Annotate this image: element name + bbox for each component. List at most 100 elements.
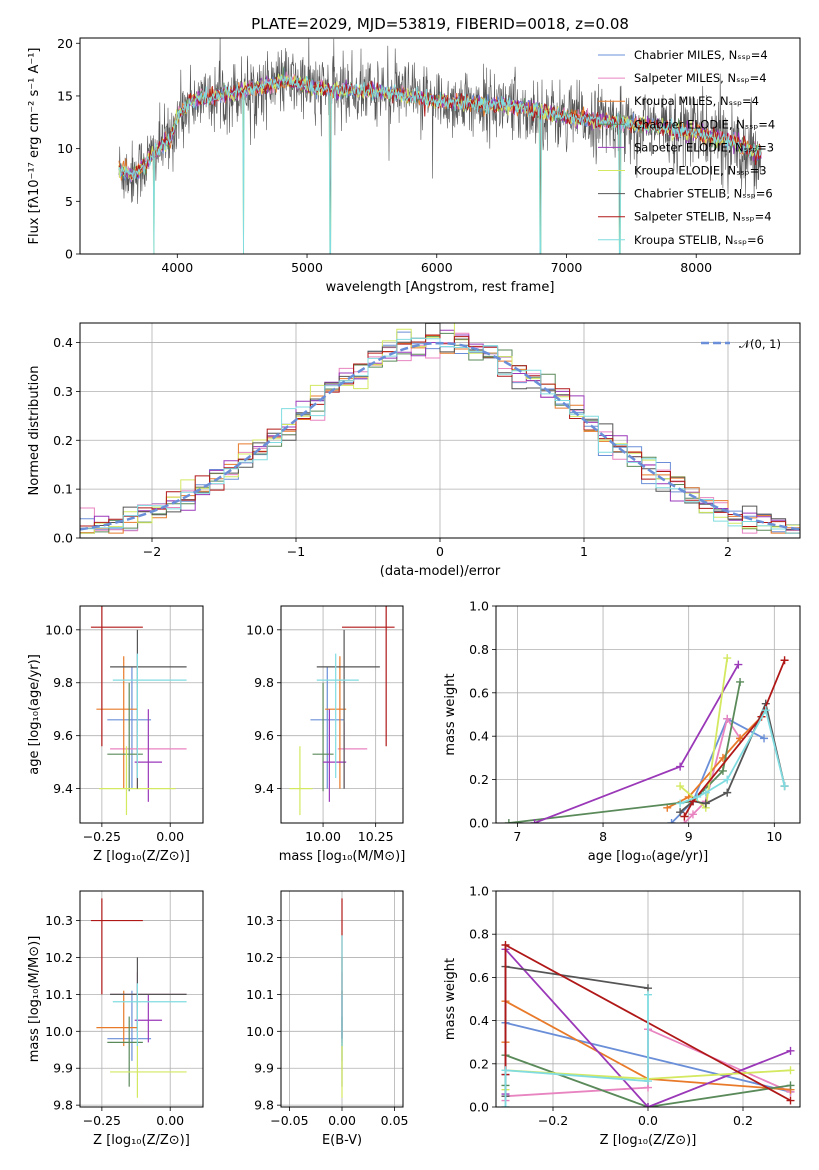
y-tick-label: 20: [57, 36, 73, 51]
weight-marker-7: [780, 656, 789, 665]
x-axis-label: Z [log₁₀(Z/Z⊙)]: [600, 1133, 697, 1148]
plot-area: [501, 941, 795, 1107]
errorbar-8: [316, 653, 359, 779]
grid-and-ticks: −0.2 0.0 0.2 0.0 0.2 0.4 0.6 0.8 1.0: [469, 884, 800, 1128]
x-tick-label: 6000: [421, 260, 453, 275]
x-tick-label: 0.2: [733, 1113, 753, 1128]
figure-title: PLATE=2029, MJD=53819, FIBERID=0018, z=0…: [251, 15, 629, 33]
grid-and-ticks: 10.00 10.25 9.4 9.6 9.8 10.0: [246, 606, 403, 844]
y-tick-label: 0.1: [53, 482, 73, 497]
y-tick-label: 0.8: [469, 927, 489, 942]
x-tick-label: 0: [436, 544, 444, 559]
y-tick-label: 0.2: [469, 1056, 489, 1071]
x-axis-label: mass [log₁₀(M/M⊙)]: [279, 849, 406, 864]
y-tick-label: 0.2: [469, 772, 489, 787]
y-tick-label: 1.0: [469, 884, 489, 899]
x-tick-label: −0.2: [538, 1113, 568, 1128]
y-tick-label: 0.0: [53, 531, 73, 546]
weight-marker-8: [780, 782, 789, 791]
panel-residuals: −2 −1 0 1 2 0.0 0.1 0.2 0.3 0.4 (data-model)/error…: [27, 322, 801, 579]
legend-label-1: Salpeter MILES, Nₛₛₚ=4: [634, 71, 767, 85]
y-axis-label: Flux [fλ10⁻¹⁷ erg cm⁻² s⁻¹ A⁻¹]: [27, 48, 42, 245]
x-tick-label: 7000: [551, 260, 583, 275]
y-tick-label: 9.4: [254, 781, 274, 796]
panel-weight-vs-Z: −0.2 0.0 0.2 0.0 0.2 0.4 0.6 0.8 1.0 Z [log₁₀(Z/Z…: [443, 884, 801, 1148]
y-tick-label: 15: [57, 88, 73, 103]
weight-line-8: [504, 994, 649, 1107]
y-axis-label: mass weight: [443, 958, 458, 1040]
grid-and-ticks: 4000 5000 6000 7000 8000 0 5 10 15 20: [57, 36, 712, 275]
weight-marker-8: [761, 706, 770, 715]
plot-area: [90, 606, 187, 816]
x-axis-label: wavelength [Angstrom, rest frame]: [326, 280, 555, 295]
legend-label-8: Kroupa STELIB, Nₛₛₚ=6: [634, 233, 764, 247]
x-tick-label: 1: [580, 544, 588, 559]
x-tick-label: −1: [287, 544, 305, 559]
spectrum-line-8: [118, 75, 762, 254]
panel-mass-vs-Z: −0.25 0.00 9.8 9.9 10.0 10.1 10.2 10.3 Z [log₁₀(…: [27, 890, 204, 1148]
x-axis-label: Z [log₁₀(Z/Z⊙)]: [93, 849, 190, 864]
x-tick-label: 8: [599, 829, 607, 844]
x-tick-label: −0.05: [270, 1113, 308, 1128]
spectrum-line-6: [118, 38, 762, 254]
weight-marker-8: [693, 792, 702, 801]
panel-age-vs-mass: 10.00 10.25 9.4 9.6 9.8 10.0 mass [log₁₀(M/M⊙)…: [246, 605, 406, 864]
y-tick-label: 9.9: [254, 1061, 274, 1076]
weight-line-6: [679, 700, 786, 813]
legend-label-7: Salpeter STELIB, Nₛₛₚ=4: [634, 210, 772, 224]
weight-marker-4: [530, 819, 539, 823]
weight-marker-2: [736, 734, 745, 743]
errorbar-0: [310, 666, 345, 789]
plot-area: [504, 654, 789, 823]
x-tick-label: 7: [513, 829, 521, 844]
legend-label-3: Chabrier ELODIE, Nₛₛₚ=4: [634, 117, 775, 131]
y-tick-label: 0.2: [53, 433, 73, 448]
y-tick-label: 10.0: [45, 1024, 73, 1039]
weight-marker-8: [501, 1066, 510, 1075]
y-tick-label: 10.2: [45, 950, 73, 965]
errorbar-6: [316, 629, 380, 789]
x-tick-label: 0.0: [638, 1113, 658, 1128]
x-tick-label: 0.00: [156, 829, 184, 844]
y-tick-label: 0.8: [469, 642, 489, 657]
y-tick-label: 10.1: [45, 987, 73, 1002]
y-tick-label: 5: [65, 194, 73, 209]
weight-line-8: [679, 707, 786, 805]
legend-label-6: Chabrier STELIB, Nₛₛₚ=6: [634, 187, 773, 201]
weight-marker-8: [501, 1103, 510, 1107]
legend-label-normal: 𝒩(0, 1): [739, 337, 781, 351]
weight-marker-7: [786, 1096, 795, 1105]
plot-frame: [79, 890, 204, 1108]
weight-marker-1: [688, 810, 697, 819]
errorbar-4: [323, 709, 347, 802]
legend-label-2: Kroupa MILES, Nₛₛₚ=4: [634, 94, 759, 108]
y-tick-label: 9.9: [53, 1061, 73, 1076]
y-tick-label: 10.3: [246, 913, 274, 928]
errorbar-3: [312, 682, 334, 792]
x-tick-label: 5000: [291, 260, 323, 275]
weight-marker-5: [786, 1066, 795, 1075]
weight-marker-4: [676, 762, 685, 771]
weight-marker-0: [667, 819, 676, 823]
weight-marker-3: [736, 677, 745, 686]
weight-marker-4: [786, 1046, 795, 1055]
y-axis-label: mass weight: [443, 673, 458, 755]
errorbar-5: [289, 746, 313, 816]
errorbar-7: [342, 606, 395, 747]
x-tick-label: 10.25: [358, 829, 394, 844]
plot-area: [289, 606, 395, 816]
weight-line-2: [666, 716, 763, 809]
panel-age-vs-Z: −0.25 0.00 9.4 9.6 9.8 10.0 Z [log₁₀(Z/Z⊙)] age…: [27, 605, 204, 864]
y-tick-label: 9.8: [254, 1098, 274, 1113]
y-axis-label: Normed distribution: [27, 366, 42, 496]
legend-label-0: Chabrier MILES, Nₛₛₚ=4: [634, 48, 768, 62]
x-tick-label: 0.00: [156, 1113, 184, 1128]
weight-marker-8: [676, 799, 685, 808]
y-tick-label: 10.0: [45, 622, 73, 637]
weight-line-7: [683, 659, 786, 817]
errorbar-7: [90, 606, 143, 747]
weight-marker-8: [644, 990, 652, 999]
x-tick-label: 9: [685, 829, 693, 844]
plot-frame: [79, 605, 204, 824]
weight-marker-6: [676, 808, 685, 817]
